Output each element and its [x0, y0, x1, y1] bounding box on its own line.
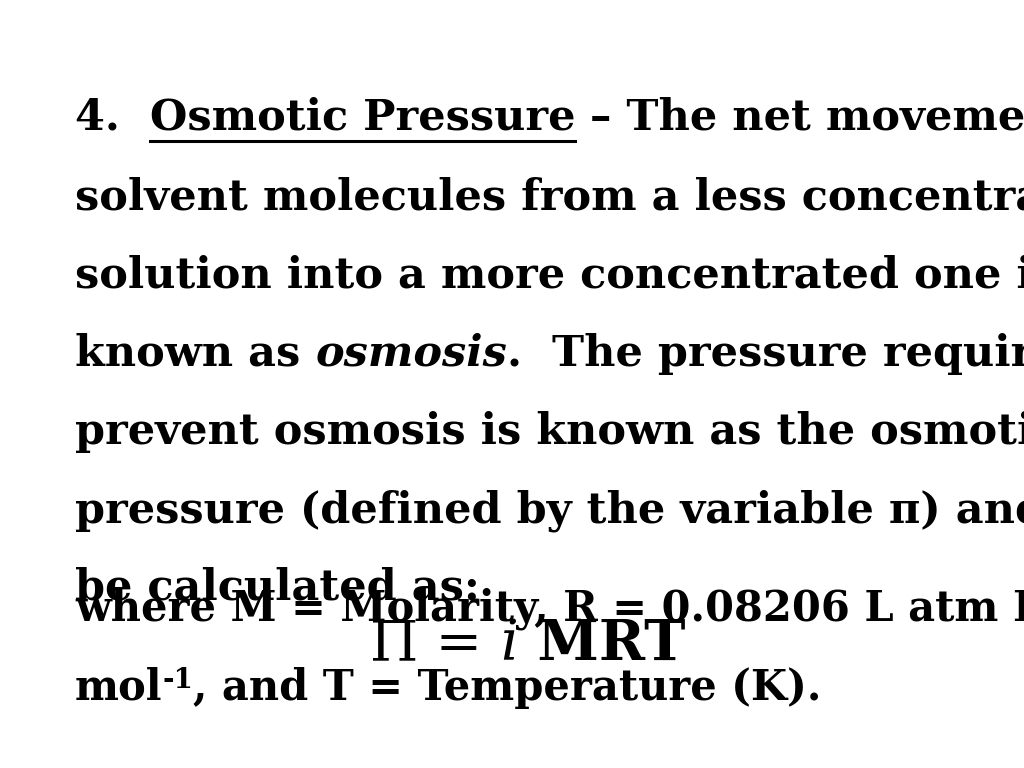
Text: pressure (defined by the variable π) and can: pressure (defined by the variable π) and… — [75, 489, 1024, 531]
Text: =: = — [419, 617, 500, 672]
Text: , and T = Temperature (K).: , and T = Temperature (K). — [194, 667, 821, 709]
Text: known as: known as — [75, 333, 315, 375]
Text: be calculated as:: be calculated as: — [75, 567, 480, 609]
Text: where M = Molarity, R = 0.08206 L atm K: where M = Molarity, R = 0.08206 L atm K — [75, 587, 1024, 630]
Text: solution into a more concentrated one is: solution into a more concentrated one is — [75, 255, 1024, 297]
Text: mol: mol — [75, 667, 163, 709]
Text: osmosis: osmosis — [315, 333, 507, 375]
Text: .  The pressure required to: . The pressure required to — [507, 333, 1024, 375]
Text: – The net movement of: – The net movement of — [575, 97, 1024, 139]
Text: solvent molecules from a less concentrated: solvent molecules from a less concentrat… — [75, 177, 1024, 219]
Text: -1: -1 — [163, 667, 194, 694]
Text: Osmotic Pressure: Osmotic Pressure — [150, 97, 575, 139]
Text: 4.: 4. — [75, 97, 150, 139]
Text: Π: Π — [370, 617, 419, 672]
Text: prevent osmosis is known as the osmotic: prevent osmosis is known as the osmotic — [75, 411, 1024, 453]
Text: i: i — [500, 617, 518, 672]
Text: MRT: MRT — [518, 617, 685, 672]
